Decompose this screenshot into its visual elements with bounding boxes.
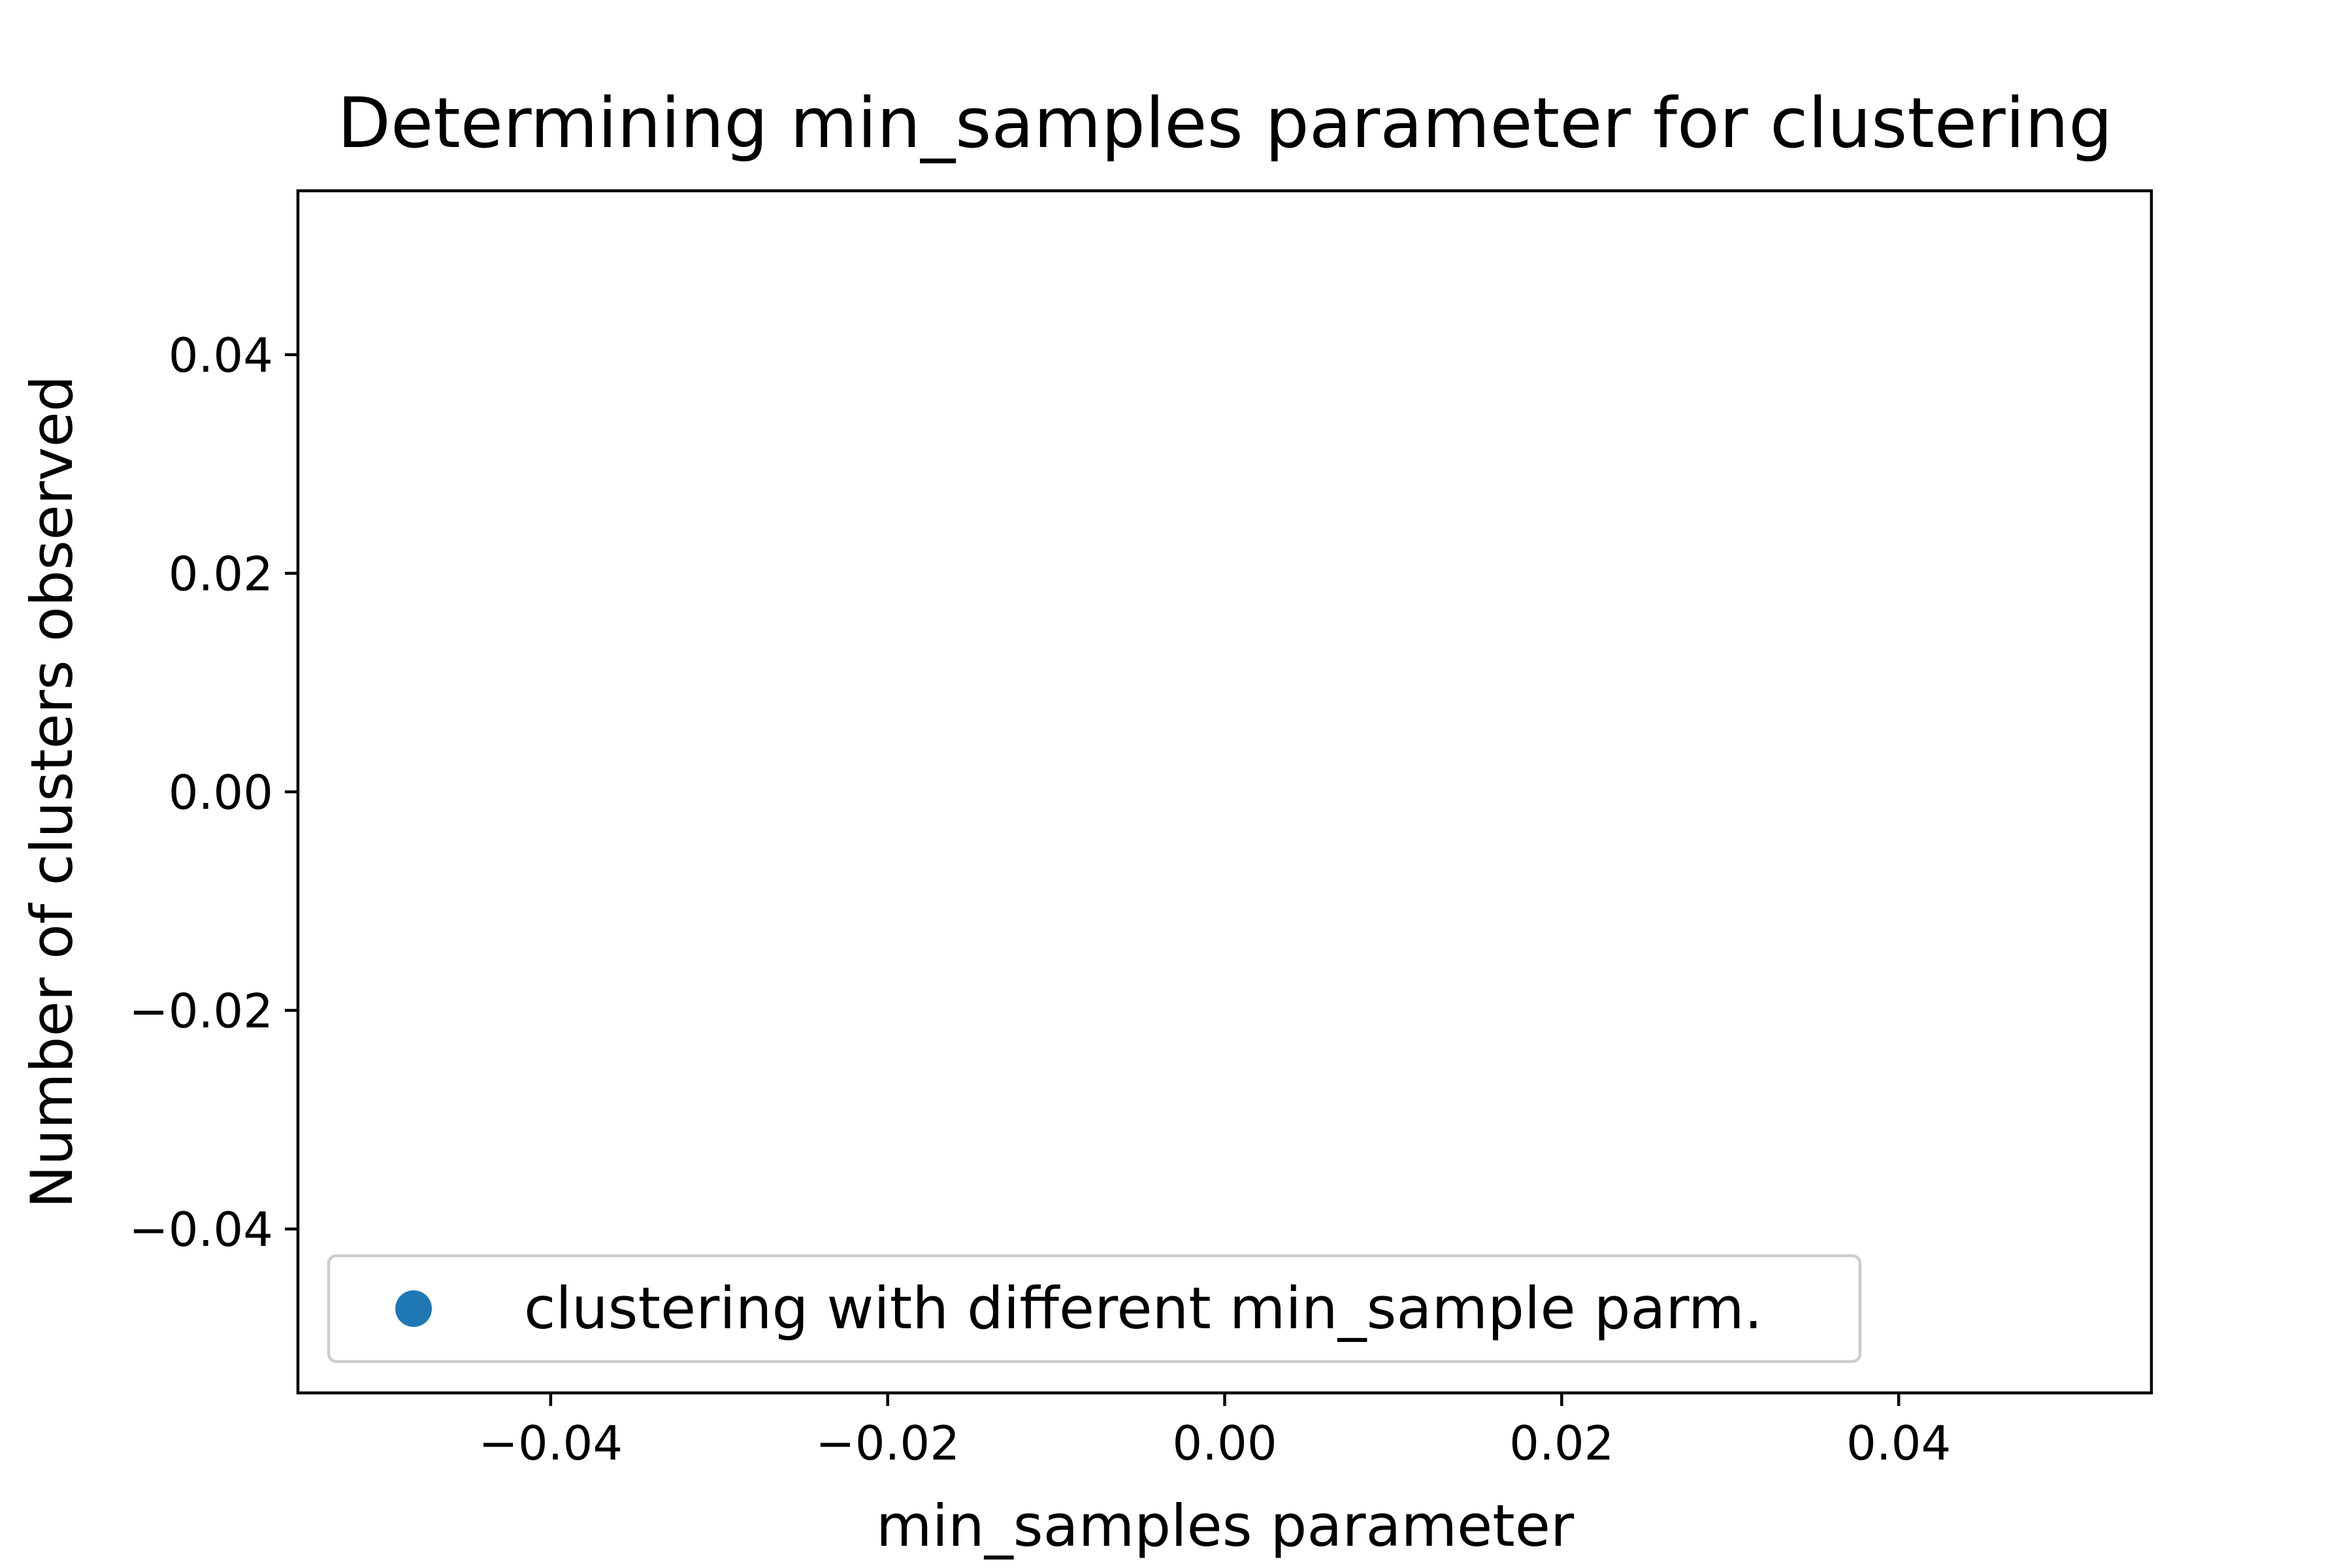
legend: clustering with different min_sample par… [327,1254,1862,1364]
x-tick-label: 0.02 [1509,1416,1614,1471]
y-axis-label: Number of clusters observed [18,375,86,1208]
x-axis-ticks: −0.04 −0.02 0.00 0.02 0.04 [479,1393,1951,1471]
x-tick-label: −0.02 [815,1416,960,1471]
y-tick-label: 0.02 [169,546,273,601]
x-tick-label: 0.00 [1172,1416,1277,1471]
legend-label: clustering with different min_sample par… [524,1275,1763,1342]
y-tick-label: 0.00 [169,765,273,820]
x-tick-label: 0.04 [1846,1416,1951,1471]
y-tick-label: −0.04 [129,1202,273,1257]
plot-area-frame [296,189,2153,1395]
x-tick-label: −0.04 [479,1416,623,1471]
y-tick-label: 0.04 [169,328,273,383]
legend-box [327,1254,1862,1364]
x-axis-label: min_samples parameter [876,1492,1575,1560]
y-tick-label: −0.02 [129,984,273,1039]
legend-marker [395,1290,432,1327]
y-axis-ticks: −0.04 −0.02 0.00 0.02 0.04 [129,328,298,1257]
chart-title: Determining min_samples parameter for cl… [337,83,2112,163]
